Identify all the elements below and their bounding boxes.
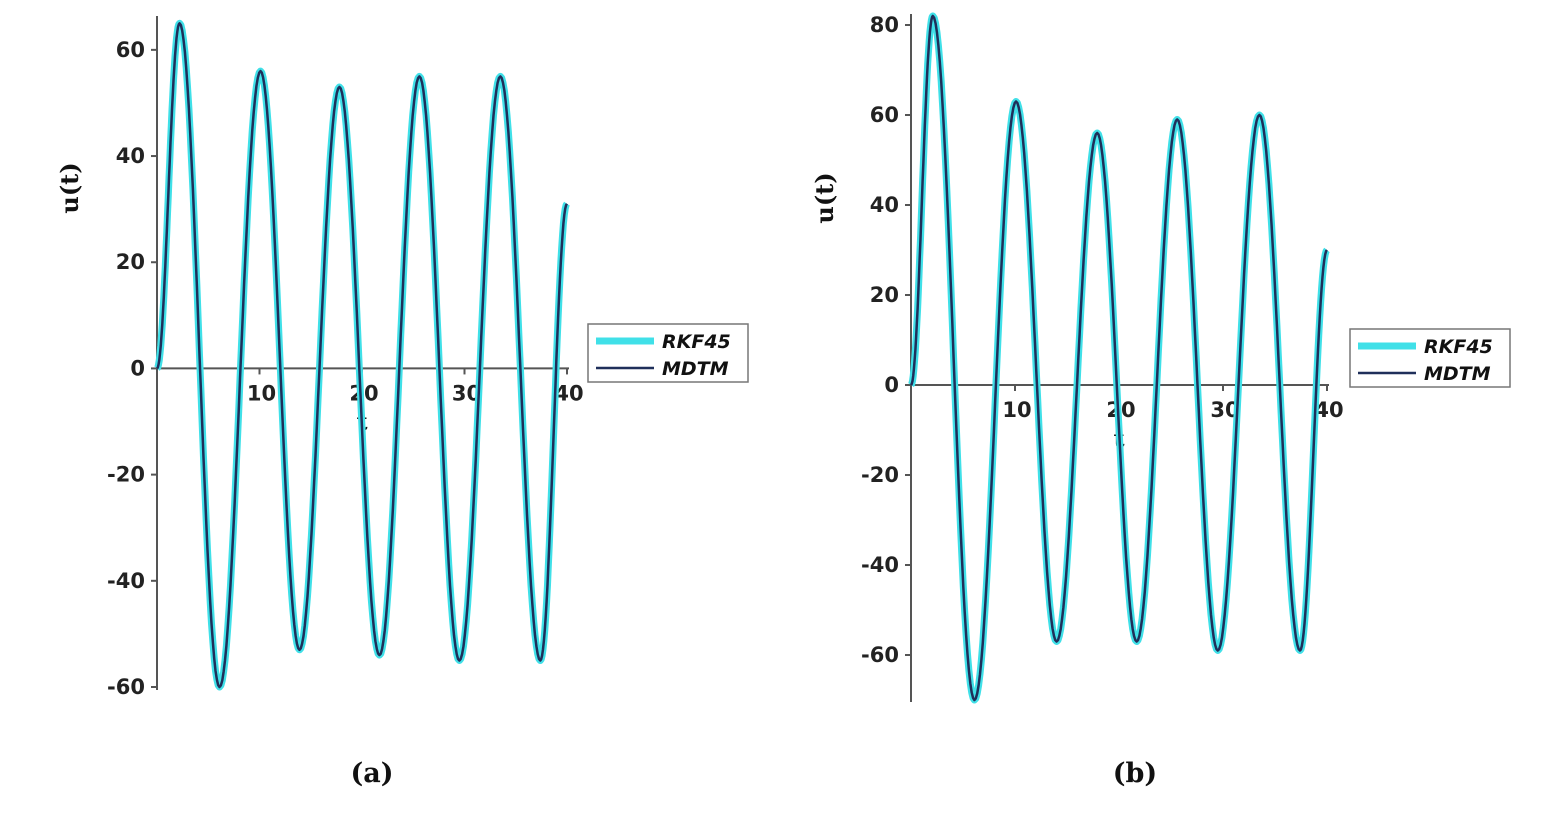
legend-label-mdtm: MDTM xyxy=(1424,363,1491,385)
y-tick-label: -60 xyxy=(861,643,899,667)
y-tick-label: 80 xyxy=(870,13,899,37)
y-tick-label: 40 xyxy=(116,144,145,168)
y-tick-label: -60 xyxy=(107,675,145,699)
legend-label-rkf45: RKF45 xyxy=(662,331,731,353)
x-tick-label: 40 xyxy=(1314,398,1343,422)
legend-box xyxy=(587,323,749,383)
legend-label-rkf45: RKF45 xyxy=(1424,336,1493,358)
y-axis-label: u(t) xyxy=(55,162,84,213)
y-tick-label: -40 xyxy=(107,569,145,593)
y-tick-label: 60 xyxy=(116,38,145,62)
y-tick-label: 20 xyxy=(870,283,899,307)
y-tick-label: 0 xyxy=(130,356,145,380)
x-tick-label: 10 xyxy=(1002,398,1031,422)
legend-box xyxy=(1349,328,1511,388)
y-tick-label: -40 xyxy=(861,553,899,577)
series-line-rkf45 xyxy=(154,19,570,691)
y-axis-label: u(t) xyxy=(810,172,839,223)
x-tick-label: 10 xyxy=(247,381,276,405)
panel-caption: (b) xyxy=(1113,758,1157,789)
y-tick-label: 20 xyxy=(116,250,145,274)
y-tick-label: -20 xyxy=(107,463,145,487)
panel-caption: (a) xyxy=(350,758,393,789)
y-tick-label: 0 xyxy=(884,373,899,397)
x-tick-label: 40 xyxy=(554,381,583,405)
series-line-mdtm xyxy=(909,14,1328,702)
y-tick-label: 40 xyxy=(870,193,899,217)
legend: RKF45 MDTM xyxy=(1349,328,1511,388)
legend-label-mdtm: MDTM xyxy=(662,358,729,380)
series-line-mdtm xyxy=(156,22,569,689)
legend: RKF45 MDTM xyxy=(587,323,749,383)
series-line-rkf45 xyxy=(908,12,1330,704)
y-tick-label: 60 xyxy=(870,103,899,127)
y-tick-label: -20 xyxy=(861,463,899,487)
